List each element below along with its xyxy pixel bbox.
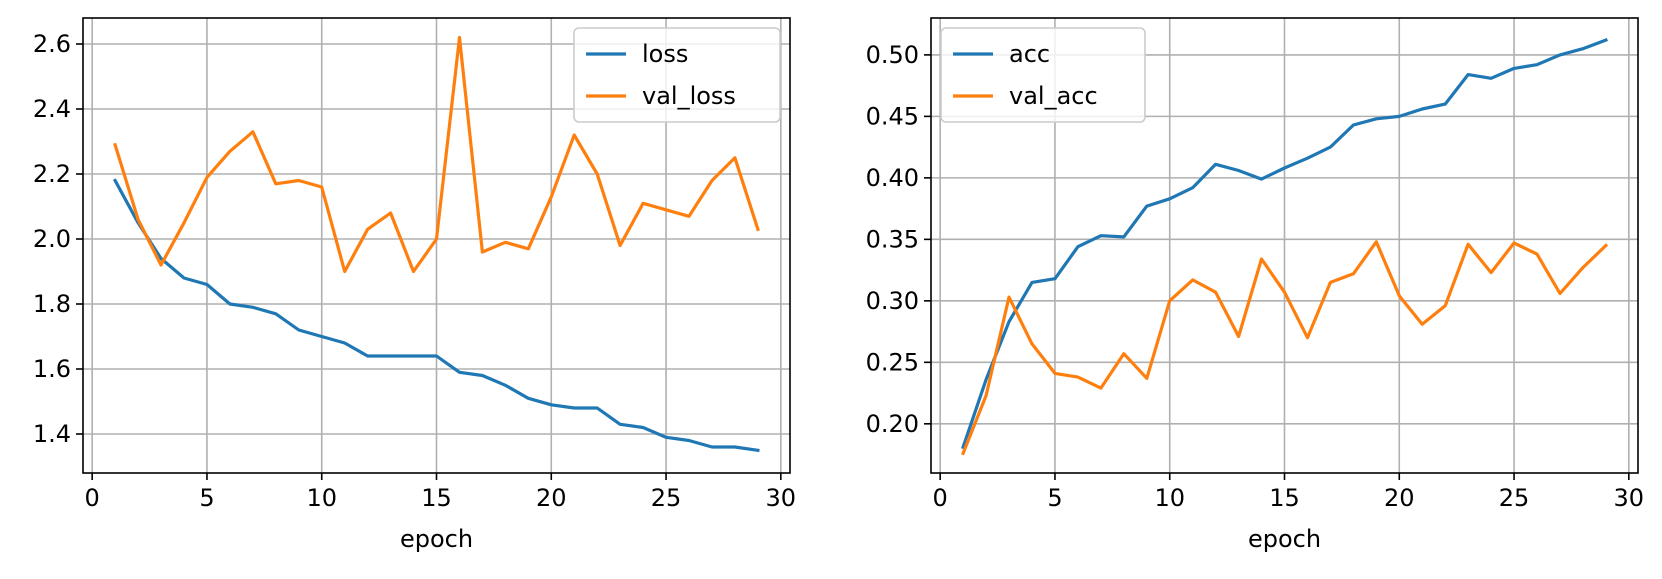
x-tick-label: 0 xyxy=(85,484,100,512)
y-tick-label: 1.8 xyxy=(33,290,71,318)
x-tick-label: 30 xyxy=(766,484,797,512)
x-tick-label: 25 xyxy=(1499,484,1530,512)
y-tick-label: 0.20 xyxy=(866,410,919,438)
y-tick-label: 0.45 xyxy=(866,102,919,130)
legend-label-loss: loss xyxy=(642,40,688,68)
x-tick-label: 10 xyxy=(1154,484,1185,512)
series-line-val-acc xyxy=(961,240,1609,456)
y-tick-label: 1.6 xyxy=(33,355,71,383)
x-axis-title: epoch xyxy=(400,525,473,553)
series-line-val-loss xyxy=(113,35,760,274)
x-tick-label: 15 xyxy=(1269,484,1300,512)
legend-label-val-acc: val_acc xyxy=(1009,82,1098,110)
y-tick-label: 0.30 xyxy=(866,287,919,315)
x-tick-label: 15 xyxy=(421,484,452,512)
y-tick-label: 2.4 xyxy=(33,95,71,123)
x-tick-label: 20 xyxy=(536,484,567,512)
series-line-acc xyxy=(961,38,1608,450)
y-tick-label: 2.6 xyxy=(33,30,71,58)
legend: loss val_loss xyxy=(573,27,781,123)
x-tick-label: 25 xyxy=(651,484,682,512)
y-tick-label: 0.35 xyxy=(866,225,919,253)
x-tick-label: 20 xyxy=(1384,484,1415,512)
legend-box xyxy=(940,27,1146,123)
y-tick-label: 0.25 xyxy=(866,348,919,376)
x-tick-label: 0 xyxy=(933,484,948,512)
legend: acc val_acc xyxy=(940,27,1146,123)
y-tick-label: 2.2 xyxy=(33,160,71,188)
x-tick-label: 30 xyxy=(1614,484,1645,512)
x-tick-label: 10 xyxy=(306,484,337,512)
x-axis-title: epoch xyxy=(1248,525,1321,553)
legend-label-acc: acc xyxy=(1009,40,1050,68)
loss-chart: 0 5 10 15 20 25 30 1.4 1.6 1.8 2.0 2.2 2.4 2.6 epoch lo… xyxy=(33,17,797,553)
legend-label-val-loss: val_loss xyxy=(642,82,736,110)
x-tick-label: 5 xyxy=(199,484,214,512)
y-tick-label: 1.4 xyxy=(33,420,71,448)
y-tick-label: 2.0 xyxy=(33,225,71,253)
legend-box xyxy=(573,27,781,123)
y-tick-label: 0.40 xyxy=(866,164,919,192)
x-tick-label: 5 xyxy=(1047,484,1062,512)
series-line-loss xyxy=(112,178,760,453)
y-tick-label: 0.50 xyxy=(866,41,919,69)
accuracy-chart: 0 5 10 15 20 25 30 0.20 0.25 0.30 0.35 0.40 0.45 0.50… xyxy=(866,17,1645,553)
